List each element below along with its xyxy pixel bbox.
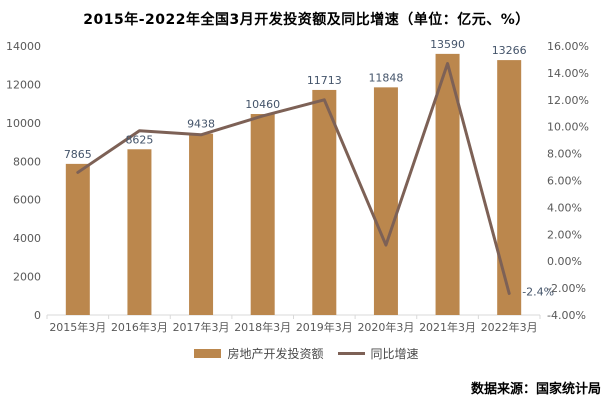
left-axis-tick: 14000 [6,40,41,53]
left-axis-tick: 10000 [6,117,41,130]
right-axis-tick: 0.00% [547,255,582,268]
right-axis-tick: 6.00% [547,175,582,188]
x-axis-label: 2018年3月 [234,320,291,334]
growth-line [76,61,511,295]
bar-data-label: 13266 [492,44,527,57]
right-axis-tick: 12.00% [547,94,589,107]
right-axis-tick: 4.00% [547,201,582,214]
left-axis-tick: 8000 [13,155,41,168]
bar-data-label: 11713 [307,74,342,87]
left-axis-tick: 2000 [13,271,41,284]
left-axis-tick: 0 [34,309,41,322]
x-axis-label: 2022年3月 [481,320,538,334]
x-axis-label: 2021年3月 [419,320,476,334]
legend-line-swatch [337,352,365,355]
bar-data-label: 11848 [368,71,403,84]
x-axis-label: 2015年3月 [49,320,106,334]
x-axis-label: 2017年3月 [173,320,230,334]
right-axis-tick: -4.00% [547,309,586,322]
bar-data-label: 10460 [245,98,280,111]
bar-2017年3月 [189,133,214,315]
bar-data-label: 9438 [187,118,215,131]
bar-data-label: 8625 [125,133,153,146]
left-axis-tick: 6000 [13,194,41,207]
x-axis-label: 2019年3月 [296,320,353,334]
right-axis-tick: 14.00% [547,67,589,80]
bar-2018年3月 [250,114,275,315]
chart-title: 2015年-2022年全国3月开发投资额及同比增速（单位：亿元、%） [83,12,530,28]
legend-bar-swatch [194,349,222,358]
bar-data-label: 13590 [430,38,465,51]
right-axis-tick: 8.00% [547,148,582,161]
legend-bar-label: 房地产开发投资额 [227,347,324,361]
bar-2015年3月 [65,163,90,315]
bar-2022年3月 [497,60,522,315]
legend-line-label: 同比增速 [370,347,419,361]
legend: 房地产开发投资额 同比增速 [0,345,613,362]
x-axis-label: 2016年3月 [111,320,168,334]
bar-2020年3月 [373,87,398,315]
left-axis-tick: 4000 [13,232,41,245]
bar-2016年3月 [127,149,152,315]
line-data-label: -2.4% [522,285,554,298]
right-axis-tick: -2.00% [547,282,586,295]
data-source-label: 数据来源：国家统计局 [470,382,601,397]
x-axis-label: 2020年3月 [357,320,414,334]
right-axis-tick: 16.00% [547,40,589,53]
bar-2019年3月 [312,89,337,315]
right-axis-tick: 2.00% [547,228,582,241]
left-axis-tick: 12000 [6,78,41,91]
bar-data-label: 7865 [64,148,92,161]
right-axis-tick: 10.00% [547,121,589,134]
